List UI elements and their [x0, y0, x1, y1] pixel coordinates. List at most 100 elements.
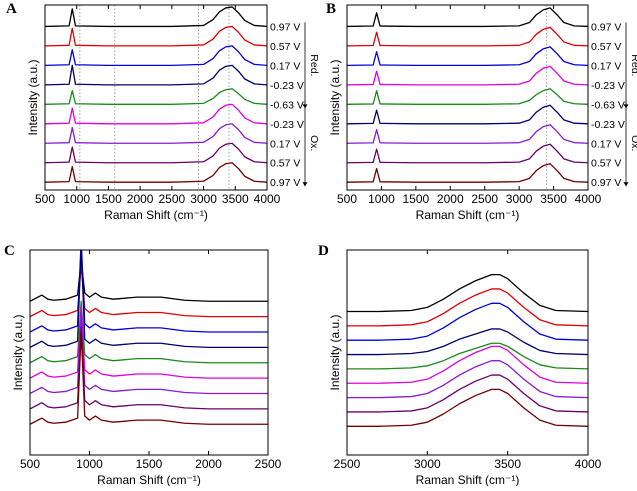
series-label: -0.23 V: [270, 80, 304, 92]
x-tick-label: 1000: [368, 192, 395, 206]
bracket-label: Ox.: [308, 135, 320, 151]
bracket-label: Red.: [308, 54, 320, 76]
y-axis-label: Intensity (a.u.): [328, 59, 342, 135]
x-tick-label: 500: [337, 192, 357, 206]
x-tick-label: 3500: [222, 192, 249, 206]
plot-frame: [346, 4, 589, 191]
x-tick-label: 2000: [127, 192, 154, 206]
x-tick-label: 3500: [540, 192, 567, 206]
spectrum-line: [347, 88, 588, 105]
series-label: 0.17 V: [270, 138, 300, 150]
x-tick-label: 2500: [471, 192, 498, 206]
x-axis-label: Raman Shift (cm⁻¹): [97, 473, 201, 486]
series-label: 0.17 V: [270, 60, 300, 72]
spectrum-line: [45, 142, 267, 164]
x-tick-label: 1500: [403, 192, 430, 206]
series-label: 0.57 V: [591, 41, 621, 53]
series-label: 0.17 V: [591, 138, 621, 150]
x-tick-label: 2000: [437, 192, 464, 206]
spectrum-line: [347, 104, 588, 125]
spectrum-line: [347, 342, 588, 370]
spectrum-line: [347, 143, 588, 164]
bracket-arrow: [623, 182, 629, 187]
spectrum-line: [45, 25, 267, 47]
x-tick-label: 3000: [414, 457, 441, 471]
spectrum-line: [45, 64, 267, 86]
x-tick-label: 2500: [334, 457, 361, 471]
x-tick-label: 1000: [63, 192, 90, 206]
plot-frame: [346, 249, 589, 456]
series-label: -0.23 V: [591, 119, 625, 131]
y-axis-label: Intensity (a.u.): [26, 59, 40, 135]
series-label: 0.97 V: [270, 21, 300, 33]
x-tick-label: 500: [20, 457, 40, 471]
spectrum-line: [347, 26, 588, 47]
x-tick-label: 2500: [159, 192, 186, 206]
x-axis-label: Raman Shift (cm⁻¹): [104, 208, 208, 222]
x-tick-label: 4000: [254, 192, 281, 206]
spectrum-line: [347, 288, 588, 327]
spectrum-line: [45, 103, 267, 125]
spectrum-line: [30, 331, 268, 425]
spectrum-line: [30, 250, 268, 333]
spectrum-line: [347, 328, 588, 356]
x-tick-label: 3000: [190, 192, 217, 206]
series-label: 0.57 V: [591, 158, 621, 170]
spectrum-line: [347, 124, 588, 144]
panel-title: B: [326, 1, 336, 17]
series-label: -0.63 V: [270, 99, 304, 111]
bracket-arrow: [302, 182, 308, 187]
bracket-label: Red.: [629, 54, 637, 76]
x-tick-label: 1500: [95, 192, 122, 206]
spectrum-line: [347, 360, 588, 399]
plot-frame: [44, 4, 268, 191]
spectrum-line: [30, 326, 268, 410]
x-tick-label: 4000: [575, 457, 602, 471]
x-tick-label: 1500: [136, 457, 163, 471]
spectrum-line: [45, 162, 267, 183]
panel-title: A: [6, 1, 17, 17]
series-label: -0.23 V: [591, 80, 625, 92]
spectrum-line: [30, 264, 268, 318]
x-tick-label: 3500: [494, 457, 521, 471]
series-label: -0.63 V: [591, 99, 625, 111]
spectrum-line: [30, 259, 268, 302]
y-axis-label: Intensity (a.u.): [11, 314, 25, 390]
spectrum-line: [347, 163, 588, 183]
spectrum-line: [347, 46, 588, 67]
spectrum-line: [347, 374, 588, 413]
spectrum-line: [30, 310, 268, 395]
plot-area: [30, 250, 268, 425]
spectrum-line: [45, 6, 267, 28]
x-tick-label: 1000: [76, 457, 103, 471]
spectrum-line: [45, 45, 267, 67]
spectrum-line: [347, 65, 588, 86]
series-label: 0.17 V: [591, 60, 621, 72]
spectrum-line: [30, 305, 268, 379]
x-tick-label: 2500: [255, 457, 282, 471]
series-label: 0.57 V: [270, 158, 300, 170]
plot-area: [347, 273, 588, 427]
x-axis-label: Raman Shift (cm⁻¹): [416, 473, 520, 486]
panel-title: D: [318, 243, 329, 259]
x-tick-label: 2000: [195, 457, 222, 471]
bracket-label: Ox.: [629, 135, 637, 151]
series-label: 0.97 V: [591, 21, 621, 33]
spectrum-line: [347, 273, 588, 313]
y-axis-label: Intensity (a.u.): [328, 314, 342, 390]
spectrum-line: [347, 345, 588, 384]
spectrum-line: [347, 302, 588, 341]
x-tick-label: 500: [35, 192, 55, 206]
spectrum-line: [45, 88, 267, 105]
plot-area: [45, 6, 267, 183]
panel-title: C: [4, 243, 15, 259]
spectrum-line: [45, 123, 267, 144]
plot-area: [347, 7, 588, 183]
x-tick-label: 4000: [575, 192, 602, 206]
spectrum-line: [347, 7, 588, 28]
series-label: 0.57 V: [270, 41, 300, 53]
spectrum-line: [30, 300, 268, 364]
spectrum-line: [347, 388, 588, 427]
